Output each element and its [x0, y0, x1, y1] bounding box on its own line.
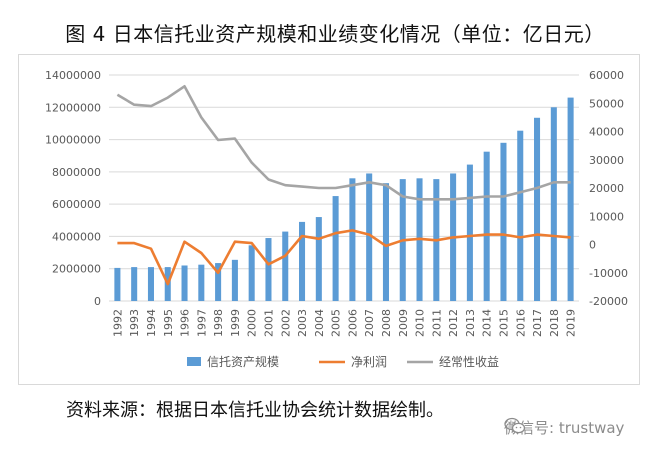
- right-tick-label: -10000: [589, 267, 628, 280]
- bar: [567, 97, 574, 301]
- bar: [215, 263, 222, 301]
- right-tick-label: 20000: [589, 182, 624, 195]
- bar: [366, 173, 373, 301]
- recurring-income-line: [116, 84, 571, 201]
- left-tick-label: 6000000: [52, 198, 101, 211]
- bar: [181, 265, 188, 301]
- source-note: 资料来源：根据日本信托业协会统计数据绘制。: [66, 400, 444, 421]
- watermark-text: 微信号: trustway: [504, 419, 625, 437]
- bar: [349, 178, 356, 301]
- right-tick-label: 40000: [589, 126, 624, 139]
- left-tick-label: 4000000: [52, 230, 101, 243]
- net-profit-line: [117, 229, 571, 286]
- bar: [315, 217, 322, 301]
- x-tick-label: 2008: [380, 309, 393, 337]
- bar: [265, 238, 272, 301]
- x-tick-label: 2003: [296, 309, 309, 337]
- right-axis-ticks: -20000 -10000 0 10000 20000 30000 40000 50000 60…: [589, 69, 628, 308]
- x-tick-label: 2010: [414, 309, 427, 337]
- x-tick-label: 1993: [128, 309, 141, 337]
- legend-label: 经常性收益: [439, 355, 499, 369]
- watermark: 微信号: trustway: [504, 417, 624, 438]
- right-tick-label: 50000: [589, 97, 624, 110]
- wechat-icon: [504, 417, 526, 434]
- gridlines: [109, 74, 579, 302]
- x-tick-label: 2011: [430, 309, 443, 337]
- right-tick-label: 60000: [589, 69, 624, 82]
- x-tick-label: 2018: [548, 309, 561, 337]
- x-tick-label: 2002: [279, 309, 292, 337]
- x-tick-label: 1992: [111, 309, 124, 337]
- x-tick-label: 2009: [397, 309, 410, 337]
- x-tick-label: 1998: [212, 309, 225, 337]
- legend-label: 净利润: [351, 355, 387, 369]
- bar: [382, 183, 389, 301]
- x-tick-label: 1994: [145, 309, 158, 337]
- x-tick-label: 2005: [330, 309, 343, 337]
- bar: [299, 221, 306, 301]
- line-series: [116, 84, 571, 286]
- legend: 信托资产规模 净利润 经常性收益: [187, 354, 499, 369]
- chart-title: 图 4 日本信托业资产规模和业绩变化情况（单位：亿日元）: [65, 22, 605, 46]
- x-tick-label: 2015: [497, 309, 510, 337]
- right-tick-label: -20000: [589, 295, 628, 308]
- bar: [550, 107, 557, 302]
- bar: [500, 142, 507, 301]
- bar: [198, 264, 205, 301]
- legend-swatch-bars: [187, 357, 201, 366]
- left-tick-label: 10000000: [45, 134, 101, 147]
- left-axis-ticks: 0 2000000 4000000 6000000 8000000 10000000 120…: [45, 69, 101, 308]
- bar: [147, 267, 154, 301]
- x-tick-label: 1996: [179, 309, 192, 337]
- left-tick-label: 2000000: [52, 263, 101, 276]
- x-tick-label: 2013: [464, 309, 477, 337]
- bar: [282, 231, 289, 301]
- x-tick-label: 2014: [481, 309, 494, 337]
- x-tick-label: 2019: [565, 309, 578, 337]
- x-tick-label: 2017: [531, 309, 544, 337]
- bar: [517, 130, 524, 301]
- x-tick-label: 2001: [262, 309, 275, 337]
- bar: [332, 196, 339, 301]
- x-tick-label: 2004: [313, 309, 326, 337]
- x-tick-label: 2007: [363, 309, 376, 337]
- bar: [114, 267, 121, 301]
- left-tick-label: 8000000: [52, 166, 101, 179]
- bar: [248, 245, 255, 301]
- x-tick-label: 2016: [514, 309, 527, 337]
- bar-series: [114, 97, 574, 302]
- x-tick-label: 2006: [346, 309, 359, 337]
- bar: [231, 259, 238, 301]
- x-tick-label: 2000: [246, 309, 259, 337]
- x-tick-label: 1995: [162, 309, 175, 337]
- bar: [534, 117, 541, 302]
- x-tick-label: 1999: [229, 309, 242, 337]
- x-tick-label: 2012: [447, 309, 460, 337]
- bar: [466, 164, 473, 301]
- right-tick-label: 30000: [589, 154, 624, 167]
- right-tick-label: 10000: [589, 210, 624, 223]
- chart-svg: 0 2000000 4000000 6000000 8000000 10000000 120…: [45, 69, 628, 369]
- chart-frame: 0 2000000 4000000 6000000 8000000 10000000 120…: [18, 54, 640, 385]
- left-tick-label: 12000000: [45, 101, 101, 114]
- x-axis-ticks: 1992 1993 1994 1995 1996 1997 1998 1999 2000 2001…: [111, 309, 577, 337]
- right-tick-label: 0: [589, 239, 596, 252]
- bar: [483, 151, 490, 301]
- bar: [131, 267, 138, 301]
- legend-label: 信托资产规模: [207, 354, 279, 369]
- left-tick-label: 0: [94, 295, 101, 308]
- left-tick-label: 14000000: [45, 69, 101, 82]
- x-tick-label: 1997: [195, 309, 208, 337]
